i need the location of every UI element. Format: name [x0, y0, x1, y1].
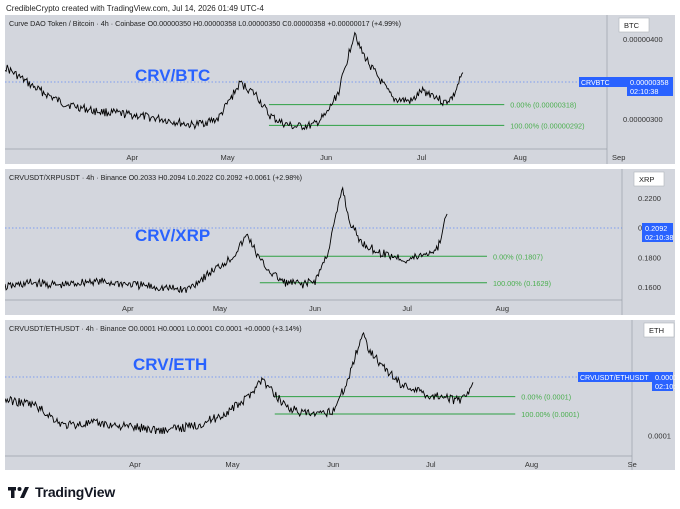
- tradingview-wordmark: TradingView: [35, 484, 116, 500]
- x-tick-label: Apr: [129, 460, 141, 469]
- x-tick-label: Aug: [513, 153, 526, 162]
- x-tick-label: Apr: [122, 304, 134, 313]
- x-tick-label: Jun: [327, 460, 339, 469]
- currency-label: BTC: [618, 17, 650, 33]
- symbol-info: CRVUSDT/XRPUSDT · 4h · Binance O0.2033 H…: [9, 173, 302, 182]
- price-tag-countdown: 02:10:38: [630, 87, 658, 96]
- price-tag-label: CRVBTC: [581, 80, 610, 87]
- currency-text: XRP: [639, 175, 654, 184]
- price-tag-label: CRVUSDT/ETHUSDT: [580, 375, 649, 382]
- price-series-line: [5, 331, 474, 434]
- price-tag-value: 0.00000358: [630, 78, 669, 87]
- x-tick-label: Jul: [417, 153, 427, 162]
- x-tick-label: May: [221, 153, 235, 162]
- chart-panel-crv-xrp[interactable]: CRVUSDT/XRPUSDT · 4h · Binance O0.2033 H…: [5, 169, 675, 315]
- x-tick-label: May: [225, 460, 239, 469]
- y-tick-label: 0.1600: [638, 283, 661, 292]
- y-tick-label: 0.00000400: [623, 35, 663, 44]
- x-tick-label: Jun: [320, 153, 332, 162]
- panel-separator: [5, 164, 675, 169]
- price-series-line: [5, 31, 464, 131]
- chart-panel-crv-btc[interactable]: Curve DAO Token / Bitcoin · 4h · Coinbas…: [5, 15, 675, 164]
- fib-level-label: 100.00% (0.0001): [521, 410, 579, 419]
- x-tick-label: Jul: [426, 460, 436, 469]
- y-tick-label: 0.2200: [638, 194, 661, 203]
- x-tick-label: Aug: [525, 460, 538, 469]
- fib-level-label: 0.00% (0.1807): [493, 252, 543, 261]
- symbol-info: Curve DAO Token / Bitcoin · 4h · Coinbas…: [9, 19, 401, 28]
- chart-crv-btc[interactable]: Curve DAO Token / Bitcoin · 4h · Coinbas…: [5, 15, 675, 164]
- symbol-info: CRVUSDT/ETHUSDT · 4h · Binance O0.0001 H…: [9, 324, 302, 333]
- chart-panel-crv-eth[interactable]: CRVUSDT/ETHUSDT · 4h · Binance O0.0001 H…: [5, 320, 675, 470]
- x-tick-label: May: [213, 304, 227, 313]
- chart-header: CredibleCrypto created with TradingView.…: [6, 4, 264, 13]
- tradingview-logo-icon: [8, 487, 29, 498]
- price-axis: [632, 320, 675, 470]
- price-tag: CRVUSDT/ETHUSDT 0.000102:10:38: [578, 372, 675, 391]
- currency-text: BTC: [624, 21, 640, 30]
- fib-level-label: 100.00% (0.00000292): [510, 121, 584, 130]
- y-tick-label: 0.0001: [648, 432, 671, 441]
- chart-title: CRV/XRP: [135, 226, 210, 245]
- x-tick-label: Aug: [496, 304, 509, 313]
- price-tag-countdown: 02:10:38: [655, 382, 675, 391]
- y-tick-label: 0.1800: [638, 253, 661, 262]
- panel-separator: [5, 315, 675, 320]
- price-tag-value: 0.2092: [645, 224, 667, 233]
- currency-text: ETH: [649, 326, 664, 335]
- currency-label: ETH: [643, 322, 675, 338]
- price-series-line: [5, 186, 448, 294]
- fib-level-label: 100.00% (0.1629): [493, 279, 551, 288]
- y-tick-label: 0.00000300: [623, 115, 663, 124]
- fib-level-label: 0.00% (0.00000318): [510, 101, 576, 110]
- x-tick-label: Apr: [126, 153, 138, 162]
- x-tick-label: Jun: [309, 304, 321, 313]
- fib-level-label: 0.00% (0.0001): [521, 393, 571, 402]
- chart-crv-xrp[interactable]: CRVUSDT/XRPUSDT · 4h · Binance O0.2033 H…: [5, 169, 675, 315]
- chart-title: CRV/ETH: [133, 355, 207, 374]
- tradingview-brand[interactable]: TradingView: [8, 484, 115, 500]
- x-tick-label: Se: [628, 460, 637, 469]
- x-tick-label: Jul: [402, 304, 412, 313]
- price-tag-countdown: 02:10:38: [645, 233, 673, 242]
- price-tag-value: 0.0001: [655, 373, 675, 382]
- chart-crv-eth[interactable]: CRVUSDT/ETHUSDT · 4h · Binance O0.0001 H…: [5, 320, 675, 470]
- chart-title: CRV/BTC: [135, 66, 210, 85]
- currency-label: XRP: [633, 171, 665, 187]
- x-tick-label: Sep: [612, 153, 625, 162]
